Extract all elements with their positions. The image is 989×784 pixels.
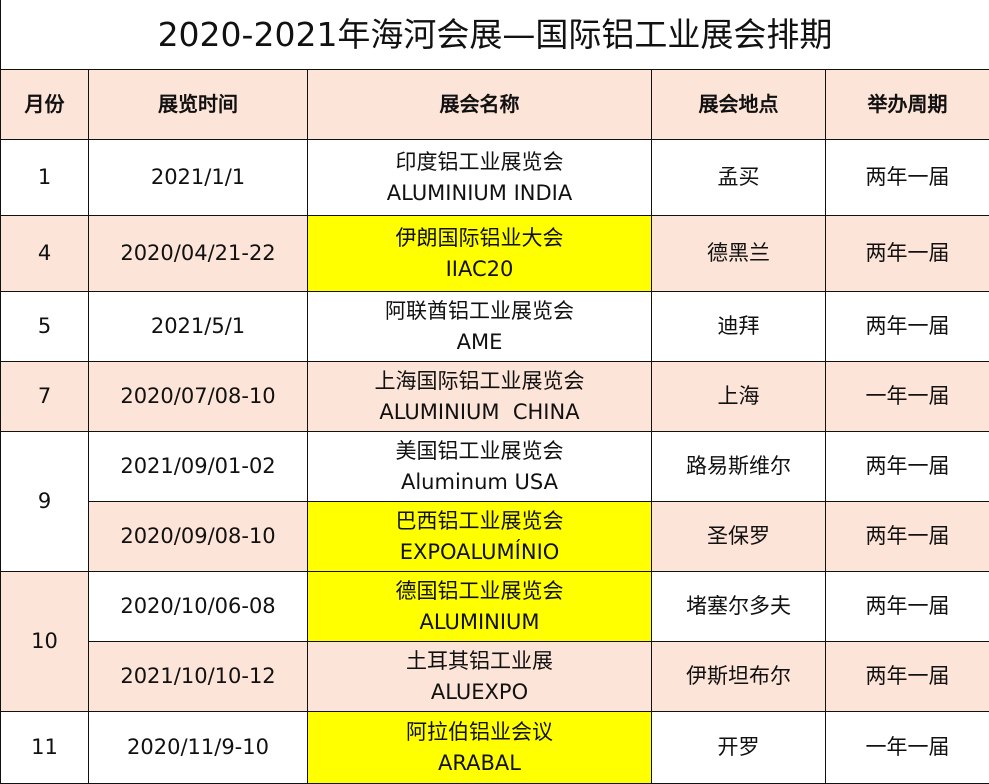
name-cn: 印度铝工业展览会 xyxy=(395,149,564,174)
month-cell: 4 xyxy=(0,215,89,292)
date-cell: 2020/07/08-10 xyxy=(88,361,308,432)
name-cell: 阿拉伯铝业会议 ARABAL xyxy=(307,711,652,784)
table-row: 4 2020/04/21-22 伊朗国际铝业大会 IIAC20 德黑兰 两年一届 xyxy=(0,215,989,292)
month-cell: 9 xyxy=(0,431,89,572)
name-cn: 德国铝工业展览会 xyxy=(395,578,564,603)
name-en: IIAC20 xyxy=(445,256,514,281)
table-row: 7 2020/07/08-10 上海国际铝工业展览会 ALUMINIUM CHINA 上… xyxy=(0,361,989,432)
name-en: ALUMINIUM xyxy=(419,609,540,634)
table-row: 5 2021/5/1 阿联酋铝工业展览会 AME 迪拜 两年一届 xyxy=(0,291,989,362)
name-cn: 阿联酋铝工业展览会 xyxy=(385,298,574,323)
header-month: 月份 xyxy=(0,69,89,140)
name-cell: 伊朗国际铝业大会 IIAC20 xyxy=(307,215,652,292)
date-cell: 2020/04/21-22 xyxy=(88,215,308,292)
place-cell: 路易斯维尔 xyxy=(651,431,826,502)
name-cn: 伊朗国际铝业大会 xyxy=(395,225,564,250)
table-row: 1 2021/1/1 印度铝工业展览会 ALUMINIUM INDIA 孟买 两年一届 xyxy=(0,139,989,216)
place-cell: 伊斯坦布尔 xyxy=(651,641,826,712)
date-cell: 2021/1/1 xyxy=(88,139,308,216)
place-cell: 开罗 xyxy=(651,711,826,784)
month-cell: 10 xyxy=(0,571,89,712)
name-cell: 上海国际铝工业展览会 ALUMINIUM CHINA xyxy=(307,361,652,432)
date-cell: 2020/09/08-10 xyxy=(88,501,308,572)
place-cell: 上海 xyxy=(651,361,826,432)
name-en: ALUMINIUM INDIA xyxy=(386,180,573,205)
table-row: 2020/09/08-10 巴西铝工业展览会 EXPOALUMÍNIO 圣保罗 两年一届 xyxy=(1,501,989,572)
month-cell: 7 xyxy=(0,361,89,432)
name-cell: 巴西铝工业展览会 EXPOALUMÍNIO xyxy=(307,501,652,572)
date-cell: 2020/10/06-08 xyxy=(88,571,308,642)
table-row: 10 2020/10/06-08 德国铝工业展览会 ALUMINIUM 堵塞尔多夫 两年一… xyxy=(0,571,989,712)
header-name: 展会名称 xyxy=(307,69,652,140)
month-cell: 1 xyxy=(0,139,89,216)
name-cell: 美国铝工业展览会 Aluminum USA xyxy=(307,431,652,502)
name-en: ARABAL xyxy=(438,750,521,775)
header-date: 展览时间 xyxy=(88,69,308,140)
table-row: 11 2020/11/9-10 阿拉伯铝业会议 ARABAL 开罗 一年一届 xyxy=(0,711,989,784)
date-cell: 2021/09/01-02 xyxy=(88,431,308,502)
header-row: 月份 展览时间 展会名称 展会地点 举办周期 xyxy=(0,69,989,140)
table-row: 9 2021/09/01-02 美国铝工业展览会 Aluminum USA 路易斯维尔两… xyxy=(0,431,989,572)
name-cell: 德国铝工业展览会 ALUMINIUM xyxy=(307,571,652,642)
header-cycle: 举办周期 xyxy=(824,69,989,140)
name-en: Aluminum USA xyxy=(400,469,558,494)
cycle-cell: 两年一届 xyxy=(824,139,989,216)
name-en: EXPOALUMÍNIO xyxy=(399,539,560,564)
date-cell: 2021/10/10-12 xyxy=(88,641,308,712)
name-en: ALUEXPO xyxy=(430,679,529,704)
cycle-cell: 两年一届 xyxy=(824,431,989,502)
cycle-cell: 两年一届 xyxy=(824,641,989,712)
place-cell: 孟买 xyxy=(651,139,826,216)
name-cell: 土耳其铝工业展 ALUEXPO xyxy=(307,641,652,712)
place-cell: 德黑兰 xyxy=(651,215,826,292)
name-cell: 阿联酋铝工业展览会 AME xyxy=(307,291,652,362)
table-title: 2020-2021年海河会展—国际铝工业展会排期 xyxy=(0,0,989,70)
name-en: AME xyxy=(456,329,503,354)
name-cn: 土耳其铝工业展 xyxy=(406,648,553,673)
name-cn: 美国铝工业展览会 xyxy=(395,438,564,463)
name-cn: 阿拉伯铝业会议 xyxy=(406,719,553,744)
cycle-cell: 两年一届 xyxy=(824,291,989,362)
name-cell: 印度铝工业展览会 ALUMINIUM INDIA xyxy=(307,139,652,216)
cycle-cell: 两年一届 xyxy=(824,501,989,572)
header-place: 展会地点 xyxy=(651,69,826,140)
name-en: ALUMINIUM CHINA xyxy=(379,399,580,424)
month-cell: 11 xyxy=(0,711,89,784)
date-cell: 2021/5/1 xyxy=(88,291,308,362)
cycle-cell: 一年一届 xyxy=(824,361,989,432)
name-cn: 上海国际铝工业展览会 xyxy=(374,368,585,393)
date-cell: 2020/11/9-10 xyxy=(88,711,308,784)
name-cn: 巴西铝工业展览会 xyxy=(395,508,564,533)
month-cell: 5 xyxy=(0,291,89,362)
cycle-cell: 两年一届 xyxy=(824,215,989,292)
cycle-cell: 一年一届 xyxy=(824,711,989,784)
cycle-cell: 两年一届 xyxy=(824,571,989,642)
table-row: 2021/10/10-12 土耳其铝工业展 ALUEXPO 伊斯坦布尔 两年一届 xyxy=(1,641,989,712)
place-cell: 圣保罗 xyxy=(651,501,826,572)
place-cell: 迪拜 xyxy=(651,291,826,362)
place-cell: 堵塞尔多夫 xyxy=(651,571,826,642)
